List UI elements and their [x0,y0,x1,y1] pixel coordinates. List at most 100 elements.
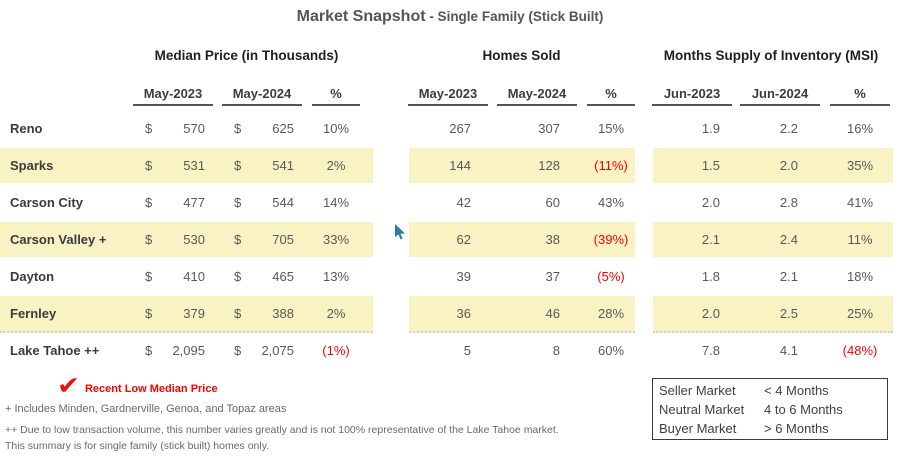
median-price-2024-value: 465 [272,269,294,284]
legend-seller-label: Seller Market [659,383,736,398]
msi-2023-value: 2.1 [701,232,720,247]
row-highlight-band [653,148,893,183]
homes-sold-2023-value: 42 [456,195,471,210]
homes-sold-2024-value: 128 [538,158,560,173]
homes-sold-pct-change: 28% [597,306,625,321]
homes-sold-pct-change: 43% [597,195,625,210]
median-price-2023-cell: $ 379 [133,306,213,321]
median-price-pct-change: 10% [322,121,350,136]
row-highlight-band [0,296,373,333]
homes-sold-2023-value: 62 [456,232,471,247]
median-price-2024-value: 2,075 [261,343,294,358]
msi-2024-value: 4.1 [779,343,798,358]
homes-sold-2023-value: 144 [449,158,471,173]
msi-legend-box: Seller Market < 4 Months Neutral Market … [652,378,888,440]
page-title-main: Market Snapshot [296,8,426,25]
region-label: Carson City [10,195,83,210]
table-row: Carson Valley + $ 530 $ 705 33% 62 38 (3… [0,221,893,258]
msi-2023-value: 2.0 [701,306,720,321]
column-header-price-pct: % [312,84,360,106]
median-price-2023-value: 2,095 [172,343,205,358]
group-header-homes-sold: Homes Sold [482,47,561,63]
msi-pct-change: 16% [846,121,874,136]
table-row: Reno $ 570 $ 625 10% 267 307 15% 1.9 2.2… [8,110,890,147]
homes-sold-2024-value: 37 [545,269,560,284]
msi-2024-value: 2.1 [779,269,798,284]
median-price-pct-change: 33% [322,232,350,247]
column-header-price-may-2024: May-2024 [222,84,302,106]
mouse-cursor-icon [395,224,406,245]
median-price-2023-cell: $ 2,095 [133,343,213,358]
legend-seller-range: < 4 Months [764,383,829,398]
table-row: Lake Tahoe ++ $ 2,095 $ 2,075 (1%) 5 8 6… [8,332,890,369]
column-header-homes-may-2023: May-2023 [408,84,488,106]
median-price-pct-change: 13% [322,269,350,284]
msi-2024-value: 2.8 [779,195,798,210]
median-price-2024-cell: $ 625 [222,121,302,136]
homes-sold-pct-change: 60% [597,343,625,358]
legend-buyer-range: > 6 Months [764,421,829,436]
dollar-sign: $ [234,343,242,358]
msi-2024-value: 2.0 [779,158,798,173]
msi-2023-value: 1.8 [701,269,720,284]
homes-sold-2024-value: 8 [552,343,560,358]
legend-row-neutral: Neutral Market 4 to 6 Months [659,400,881,419]
msi-2023-value: 1.9 [701,121,720,136]
group-header-median-price: Median Price (in Thousands) [154,47,339,63]
median-price-2023-value: 570 [183,121,205,136]
homes-sold-2024-value: 60 [545,195,560,210]
homes-sold-2023-value: 36 [456,306,471,321]
msi-2024-value: 2.4 [779,232,798,247]
region-label: Sparks [10,158,54,173]
median-price-2024-value: 388 [272,306,294,321]
column-header-msi-pct: % [830,84,890,106]
row-highlight-band [409,296,635,333]
homes-sold-2023-value: 5 [463,343,471,358]
row-highlight-band [409,148,635,183]
dollar-sign: $ [234,158,242,173]
homes-sold-2024-value: 46 [545,306,560,321]
median-price-2024-cell: $ 544 [222,195,302,210]
median-price-2024-value: 544 [272,195,294,210]
row-highlight-band [0,148,373,183]
median-price-2023-cell: $ 570 [133,121,213,136]
median-price-2023-value: 531 [183,158,205,173]
median-price-2023-cell: $ 410 [133,269,213,284]
region-label: Fernley [10,306,57,321]
median-price-2023-value: 477 [183,195,205,210]
footnote-summary: This summary is for single family (stick… [5,440,270,452]
median-price-2024-value: 541 [272,158,294,173]
region-label: Reno [10,121,43,136]
median-price-pct-change: (1%) [322,343,350,358]
footnote-plus: + Includes Minden, Gardnerville, Genoa, … [5,403,287,415]
msi-pct-change: 11% [847,232,873,247]
page-title: Market Snapshot - Single Family (Stick B… [0,8,900,26]
msi-pct-change: 25% [846,306,874,321]
median-price-pct-change: 14% [322,195,350,210]
msi-2024-value: 2.2 [779,121,798,136]
msi-2024-value: 2.5 [779,306,798,321]
dollar-sign: $ [145,195,153,210]
row-highlight-band [0,222,373,257]
homes-sold-pct-change: 15% [597,121,625,136]
dollar-sign: $ [234,269,242,284]
homes-sold-2024-value: 307 [538,121,560,136]
median-price-pct-change: 2% [326,306,346,321]
dollar-sign: $ [145,269,153,284]
msi-2023-value: 2.0 [701,195,720,210]
dollar-sign: $ [145,306,153,321]
legend-buyer-label: Buyer Market [659,421,737,436]
msi-2023-value: 1.5 [701,158,720,173]
group-header-row: Median Price (in Thousands) Homes Sold M… [8,44,890,66]
median-price-2024-value: 705 [272,232,294,247]
dollar-sign: $ [234,306,242,321]
msi-2023-value: 7.8 [701,343,720,358]
column-header-row: May-2023 May-2024 % May-2023 May-2024 % … [8,84,890,106]
legend-neutral-label: Neutral Market [659,402,745,417]
median-price-2024-cell: $ 705 [222,232,302,247]
column-header-msi-jun-2024: Jun-2024 [740,84,820,106]
dollar-sign: $ [145,121,153,136]
msi-pct-change: 18% [846,269,874,284]
legend-row-buyer: Buyer Market > 6 Months [659,419,881,438]
